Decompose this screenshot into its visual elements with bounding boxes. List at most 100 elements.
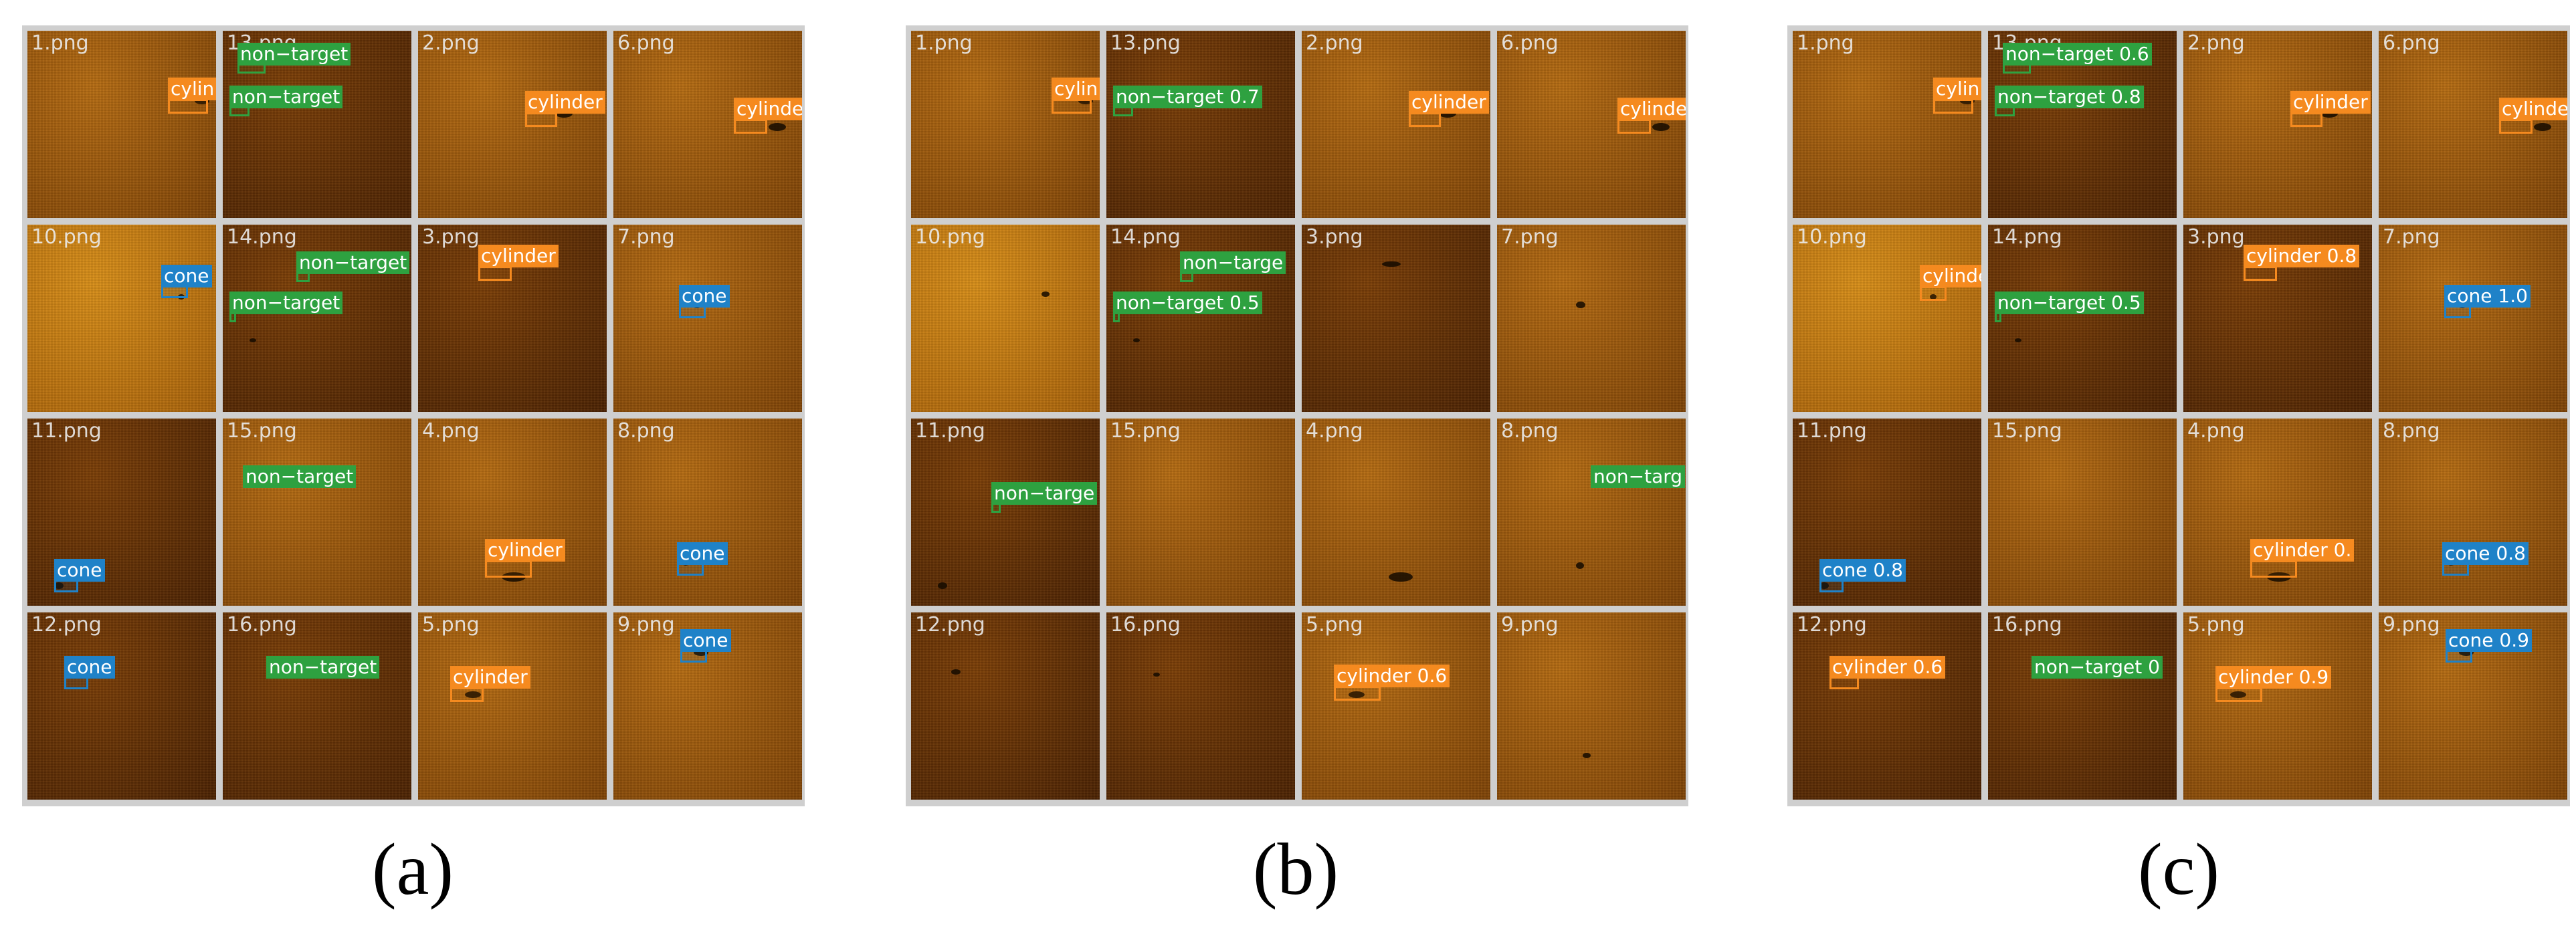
target-shadow (250, 338, 256, 342)
image-tile: 3.png cylinder (418, 225, 607, 412)
panel-caption: (a) (371, 828, 454, 910)
detection-label: non−target 0.5 (1995, 292, 2144, 314)
image-tile: 12.png (911, 612, 1100, 800)
bounding-box (1180, 271, 1193, 282)
tile-filename: 4.png (422, 419, 480, 443)
image-tile: 15.png non−target (223, 419, 411, 606)
detection-non-target: non−target (296, 251, 410, 282)
target-shadow (694, 649, 708, 656)
image-tile: 14.png non−targe non−target 0.5 (1106, 225, 1295, 412)
target-shadow (2534, 123, 2551, 131)
bounding-box (991, 502, 1001, 513)
detection-label: cone 1.0 (2444, 285, 2531, 308)
detection-cylinder: cylin (168, 78, 216, 114)
detection-non-target: non−target 0.7 (1113, 86, 1262, 116)
bounding-box (1995, 106, 2015, 116)
detection-label: cylinder (1409, 91, 1489, 114)
detection-cylinder: cylinder 0. (2250, 539, 2355, 578)
detection-non-target: non−target (229, 292, 343, 322)
detection-label: cylin (1052, 78, 1100, 100)
tile-filename: 4.png (2187, 419, 2245, 443)
detection-cylinder: cylinde (2499, 98, 2567, 134)
target-shadow (1389, 572, 1413, 582)
image-tile: 2.png cylinder (1302, 31, 1490, 218)
image-tile: 4.png (1302, 419, 1490, 606)
target-shadow (195, 98, 209, 104)
tile-filename: 8.png (617, 419, 675, 443)
detection-non-target: non−target (237, 43, 351, 74)
tile-filename: 6.png (1501, 31, 1559, 55)
image-tile: 3.png (1302, 225, 1490, 412)
image-tile: 8.png cone 0.8 (2379, 419, 2567, 606)
image-tile: 8.png non−targ (1497, 419, 1686, 606)
detection-label: non−target (229, 86, 343, 108)
image-tile: 12.png cone (27, 612, 216, 800)
detection-cylinder: cylinder (525, 91, 605, 127)
image-tile: 2.png cylinder (2183, 31, 2372, 218)
tile-filename: 1.png (1797, 31, 1854, 55)
tile-filename: 2.png (422, 31, 480, 55)
target-shadow (1349, 691, 1365, 698)
detection-label: non−targe (1180, 251, 1286, 274)
target-shadow (1576, 302, 1585, 308)
bounding-box (478, 266, 512, 281)
detection-cone: cone (677, 542, 728, 576)
detection-label: cylinde (1617, 98, 1686, 120)
bounding-box (679, 305, 706, 318)
detection-label: cone 0.9 (2446, 629, 2532, 652)
detection-label: cone (680, 629, 731, 652)
bounding-box (64, 676, 88, 689)
tile-filename: 11.png (915, 419, 985, 443)
tile-filename: 9.png (617, 613, 675, 636)
detection-cylinder: cylinder (734, 98, 802, 134)
detection-non-target: non−target (243, 465, 357, 488)
bounding-box (2446, 649, 2472, 663)
tile-filename: 13.png (1110, 31, 1181, 55)
detection-cone: cone 0.8 (1819, 559, 1906, 592)
detection-non-target: non−target 0.6 (2003, 43, 2152, 74)
bounding-box (1995, 312, 2001, 322)
tile-filename: 6.png (617, 31, 675, 55)
image-tile: 13.png non−target 0.7 (1106, 31, 1295, 218)
detection-label: cylin (1933, 78, 1981, 100)
bounding-box (680, 649, 707, 663)
detection-cylinder: cylinder (1409, 91, 1489, 127)
detection-label: non−target (237, 43, 351, 66)
detection-cylinder: cylinder 0.6 (1334, 665, 1450, 701)
tile-filename: 14.png (1992, 225, 2062, 249)
detection-cylinder: cylin (1933, 78, 1981, 114)
panel-caption: (b) (1252, 828, 1339, 910)
image-tile: 5.png cylinder 0.6 (1302, 612, 1490, 800)
tile-filename: 3.png (2187, 225, 2245, 249)
target-shadow (2015, 338, 2021, 342)
image-tile: 7.png (1497, 225, 1686, 412)
image-tile: 6.png cylinde (2379, 31, 2567, 218)
target-shadow (1960, 98, 1975, 104)
detection-label: non−targe (991, 482, 1098, 505)
target-shadow (951, 669, 961, 675)
detection-non-target: non−target (229, 86, 343, 116)
tile-filename: 10.png (1797, 225, 1867, 249)
image-tile: 9.png (1497, 612, 1686, 800)
bounding-box (1113, 106, 1133, 116)
panel-grid: 1.pngcylin13.pngnon−targetnon−target2.pn… (22, 25, 805, 806)
detection-label: non−target 0.8 (1995, 86, 2144, 108)
panel-caption: (c) (2137, 828, 2220, 910)
image-tile: 5.png cylinder 0.9 (2183, 612, 2372, 800)
bounding-box (1052, 99, 1092, 114)
bounding-box (2003, 63, 2031, 74)
bounding-box (237, 63, 266, 74)
panel-grid: 1.png cylin 13.png non−target 0.7 2.png cylin… (906, 25, 1688, 806)
detection-cylinder: cylinde (1920, 265, 1981, 301)
detection-label: cylinder 0.9 (2215, 666, 2332, 689)
tile-filename: 5.png (2187, 613, 2245, 636)
detection-cylinder: cylinder (450, 666, 530, 702)
image-tile: 11.png non−targe (911, 419, 1100, 606)
detection-label: cylin (168, 78, 216, 100)
image-tile: 9.png cone (613, 612, 802, 800)
tile-filename: 12.png (1797, 613, 1867, 636)
target-shadow (1819, 582, 1829, 589)
bounding-box (677, 562, 704, 576)
image-tile: 10.png (911, 225, 1100, 412)
tile-filename: 2.png (1306, 31, 1363, 55)
